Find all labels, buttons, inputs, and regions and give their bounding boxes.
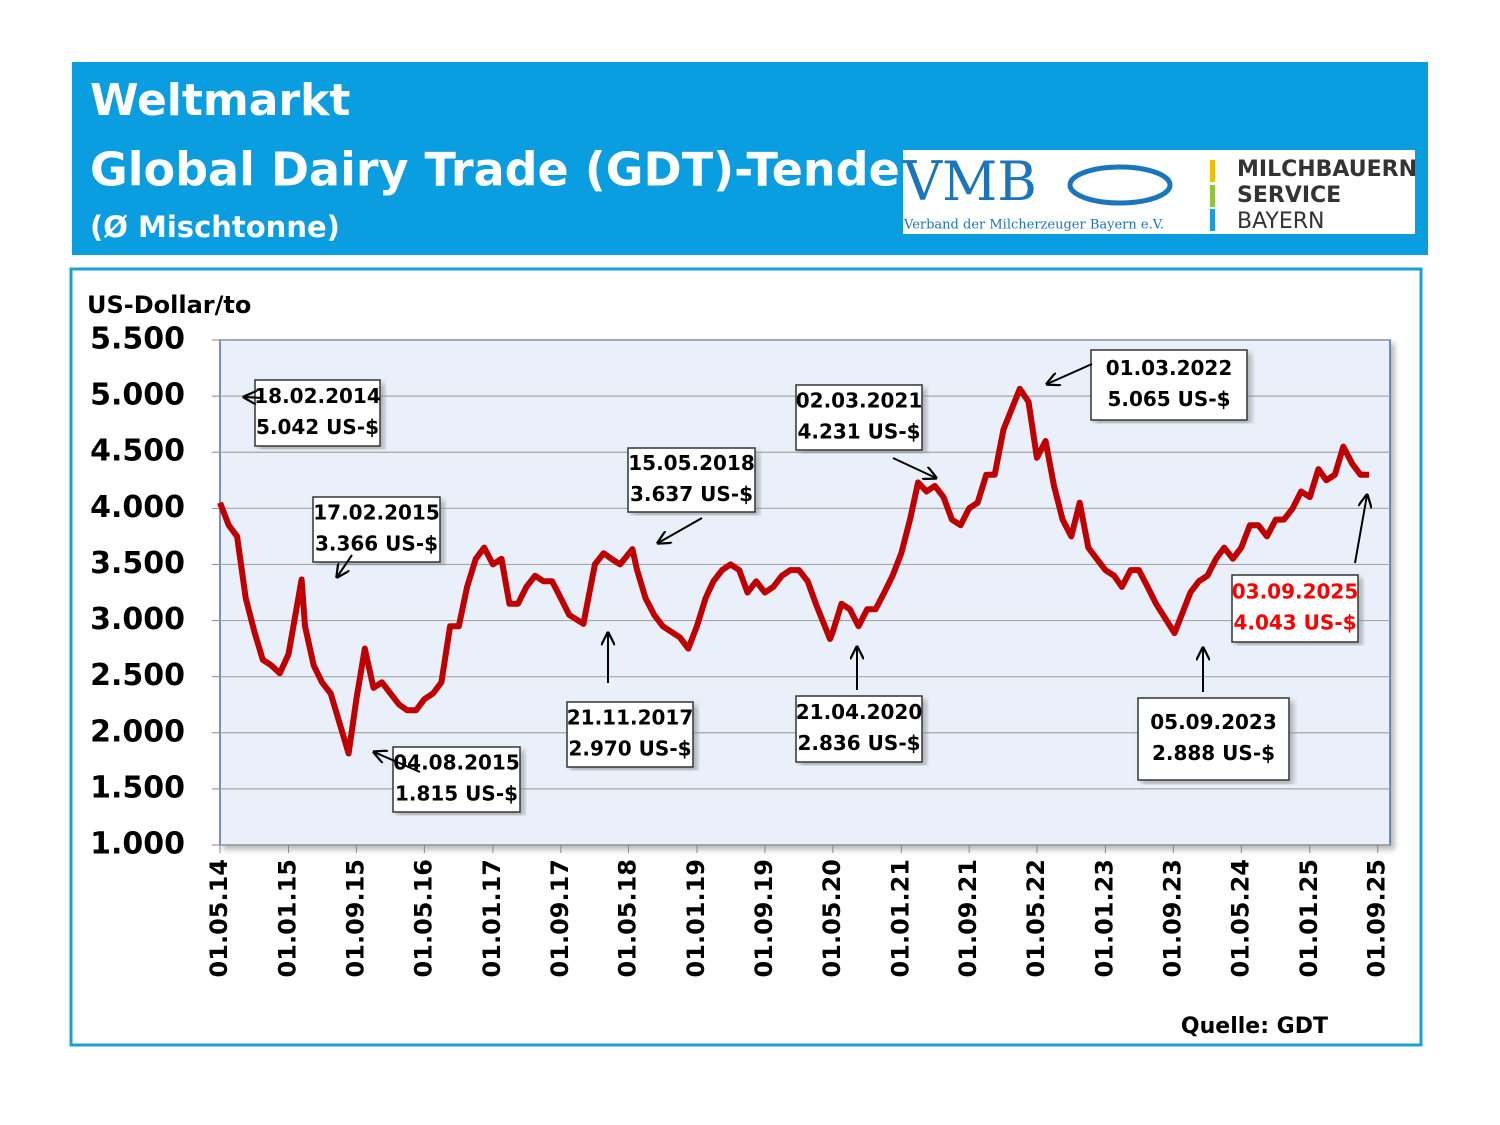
y-tick-label: 4.000 bbox=[90, 490, 185, 525]
x-tick-label: 01.05.14 bbox=[205, 859, 233, 977]
annotation-box bbox=[392, 746, 521, 813]
annotation-text: 2.836 US-$ bbox=[797, 731, 920, 755]
x-tick-label: 01.05.24 bbox=[1226, 859, 1254, 977]
logo-box bbox=[903, 150, 1415, 234]
logo-bar bbox=[1210, 160, 1215, 182]
annotation-text: 2.888 US-$ bbox=[1152, 741, 1275, 765]
annotation-text: 1.815 US-$ bbox=[395, 782, 518, 806]
annotation-text: 3.366 US-$ bbox=[315, 532, 438, 556]
x-tick-label: 01.05.20 bbox=[818, 859, 846, 977]
y-tick-label: 3.500 bbox=[90, 546, 185, 581]
annotation-arrow bbox=[244, 397, 263, 398]
annotation-text: 21.11.2017 bbox=[567, 706, 694, 730]
y-axis-label: US-Dollar/to bbox=[87, 291, 251, 319]
x-tick-label: 01.01.23 bbox=[1090, 859, 1118, 977]
title: Weltmarkt bbox=[90, 75, 350, 126]
annotation-text: 4.043 US-$ bbox=[1233, 611, 1356, 635]
service-line: BAYERN bbox=[1237, 209, 1325, 234]
x-tick-label: 01.09.17 bbox=[546, 859, 574, 977]
annotation-text: 17.02.2015 bbox=[313, 501, 440, 525]
logo-drop bbox=[1067, 164, 1173, 206]
annotation-text: 02.03.2021 bbox=[796, 389, 923, 413]
annotation-text: 03.09.2025 bbox=[1232, 580, 1359, 604]
x-tick-label: 01.09.25 bbox=[1363, 859, 1391, 977]
header-note: (Ø Mischtonne) bbox=[90, 210, 340, 244]
y-tick-label: 1.500 bbox=[90, 770, 185, 805]
x-tick-label: 01.05.22 bbox=[1022, 859, 1050, 977]
annotation-box bbox=[795, 384, 923, 451]
annotation-text: 5.042 US-$ bbox=[256, 415, 379, 439]
annotation-box bbox=[627, 447, 756, 513]
y-tick-label: 3.000 bbox=[90, 602, 185, 637]
logo-bar bbox=[1210, 209, 1215, 231]
subtitle: Global Dairy Trade (GDT)-Tender bbox=[90, 143, 923, 197]
x-tick-label: 01.01.15 bbox=[273, 859, 301, 977]
service-line: MILCHBAUERN bbox=[1237, 157, 1417, 182]
service-line: SERVICE bbox=[1237, 183, 1341, 208]
annotation-arrow bbox=[337, 554, 353, 577]
x-tick-label: 01.09.19 bbox=[750, 859, 778, 977]
annotation-arrow bbox=[374, 752, 421, 773]
annotation-text: 04.08.2015 bbox=[393, 751, 520, 775]
annotation-box bbox=[254, 379, 381, 447]
logo-bar bbox=[1210, 185, 1215, 207]
y-tick-label: 1.000 bbox=[90, 827, 185, 862]
x-tick-label: 01.01.25 bbox=[1295, 859, 1323, 977]
chart-layer: 1.000 1.500 2.000 2.500 3.000 3.500 4.000 4.500… bbox=[90, 322, 1391, 978]
annotation-text: 3.637 US-$ bbox=[630, 482, 753, 506]
x-tick-label: 01.09.23 bbox=[1158, 859, 1186, 977]
annotation-text: 15.05.2018 bbox=[628, 451, 755, 475]
x-tick-label: 01.01.21 bbox=[886, 859, 914, 977]
price-line bbox=[217, 385, 1369, 757]
annotation-box bbox=[1231, 574, 1359, 643]
annotation-box bbox=[1137, 697, 1290, 781]
annotation-text: 01.03.2022 bbox=[1106, 356, 1233, 380]
annotation-text: 2.970 US-$ bbox=[568, 737, 691, 761]
vmb-logo: VMB bbox=[902, 150, 1037, 213]
x-tick-label: 01.01.17 bbox=[478, 859, 506, 977]
y-tick-label: 2.500 bbox=[90, 658, 185, 693]
vmb-name: Verband der Milcherzeuger Bayern e.V. bbox=[903, 218, 1164, 233]
annotation-arrow bbox=[1354, 495, 1367, 564]
annotation-text: 21.04.2020 bbox=[796, 700, 923, 724]
x-tick-label: 01.01.19 bbox=[682, 859, 710, 977]
x-tick-label: 01.05.18 bbox=[613, 859, 641, 977]
annotation-arrow bbox=[1047, 363, 1093, 384]
annotation-text: 05.09.2023 bbox=[1150, 710, 1277, 734]
x-tick-label: 01.09.15 bbox=[341, 859, 369, 977]
annotation-box bbox=[795, 695, 923, 763]
annotation-arrow bbox=[892, 457, 936, 478]
y-tick-label: 5.500 bbox=[90, 322, 185, 357]
y-tick-label: 5.000 bbox=[90, 378, 185, 413]
annotation-arrow bbox=[658, 517, 703, 543]
annotation-box bbox=[1090, 349, 1248, 421]
y-tick-label: 4.500 bbox=[90, 434, 185, 469]
y-tick-label: 2.000 bbox=[90, 714, 185, 749]
source: Quelle: GDT bbox=[1181, 1014, 1328, 1039]
annotation-box bbox=[566, 701, 694, 768]
x-tick-label: 01.09.21 bbox=[954, 859, 982, 977]
annotation-text: 18.02.2014 bbox=[254, 384, 381, 408]
annotation-text: 4.231 US-$ bbox=[797, 420, 920, 444]
x-tick-label: 01.05.16 bbox=[409, 859, 437, 977]
annotation-box bbox=[312, 496, 441, 563]
annotation-text: 5.065 US-$ bbox=[1107, 387, 1230, 411]
